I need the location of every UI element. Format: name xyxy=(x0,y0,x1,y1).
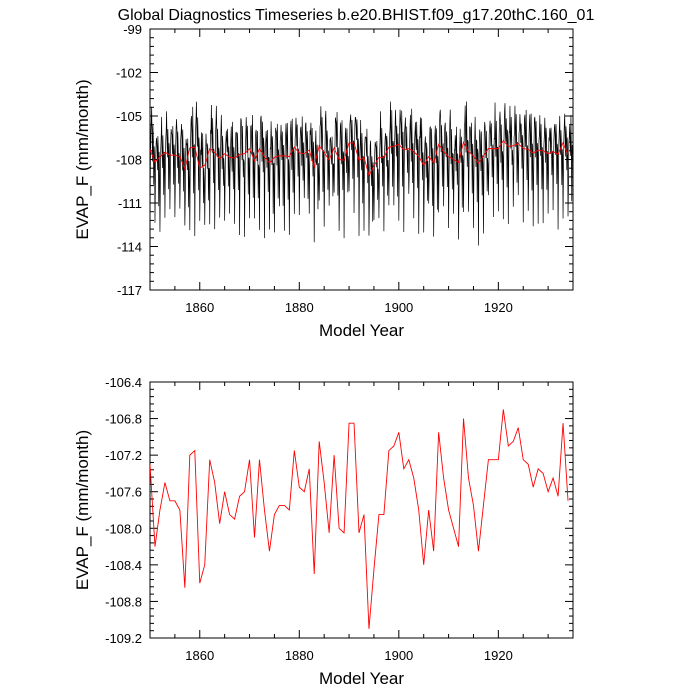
y-tick-label: -108.0 xyxy=(105,521,142,536)
y-tick-label: -111 xyxy=(118,196,142,211)
y-tick-label: -106.8 xyxy=(105,412,142,427)
top-panel: 1860 1880 1900 1920 -117 -114 -111 -108 -105 -102… xyxy=(73,22,574,340)
monthly-series-line xyxy=(150,101,573,246)
x-tick-label: 1900 xyxy=(384,300,413,315)
y-tick-label: -106.4 xyxy=(105,375,142,390)
x-tick-label: 1920 xyxy=(484,300,513,315)
x-axis-label: Model Year xyxy=(319,321,404,340)
y-tick-label: -108.4 xyxy=(105,558,142,573)
y-tick-label: -105 xyxy=(116,109,142,124)
annual-mean-series-line xyxy=(150,139,569,177)
plot-area xyxy=(150,101,573,246)
bottom-panel: 1860 1880 1900 1920 -109.2 -108.8 -108.4 -108.0… xyxy=(73,375,574,688)
y-tick-label: -114 xyxy=(117,240,142,255)
plot-frame xyxy=(149,381,574,639)
x-tick-label: 1880 xyxy=(285,300,314,315)
y-tick-label: -107.2 xyxy=(105,448,142,463)
y-axis-label: EVAP_F (mm/month) xyxy=(73,430,92,590)
x-tick-label: 1860 xyxy=(185,300,214,315)
plot-area xyxy=(150,409,569,629)
y-tick-label: -107.6 xyxy=(105,485,142,500)
y-axis-label: EVAP_F (mm/month) xyxy=(73,79,92,239)
x-tick-label: 1860 xyxy=(185,648,214,663)
y-tick-label: -108.8 xyxy=(105,594,142,609)
annual-mean-series-line xyxy=(150,409,569,629)
x-tick-label: 1920 xyxy=(484,648,513,663)
y-tick-label: -109.2 xyxy=(105,631,142,646)
x-tick-label: 1880 xyxy=(285,648,314,663)
y-tick-label: -99 xyxy=(123,22,142,37)
y-tick-label: -102 xyxy=(116,66,142,81)
x-tick-label: 1900 xyxy=(384,648,413,663)
x-axis-label: Model Year xyxy=(319,669,404,688)
chart-title: Global Diagnostics Timeseries b.e20.BHIS… xyxy=(118,7,595,24)
y-tick-label: -108 xyxy=(116,153,142,168)
y-tick-label: -117 xyxy=(117,283,142,298)
